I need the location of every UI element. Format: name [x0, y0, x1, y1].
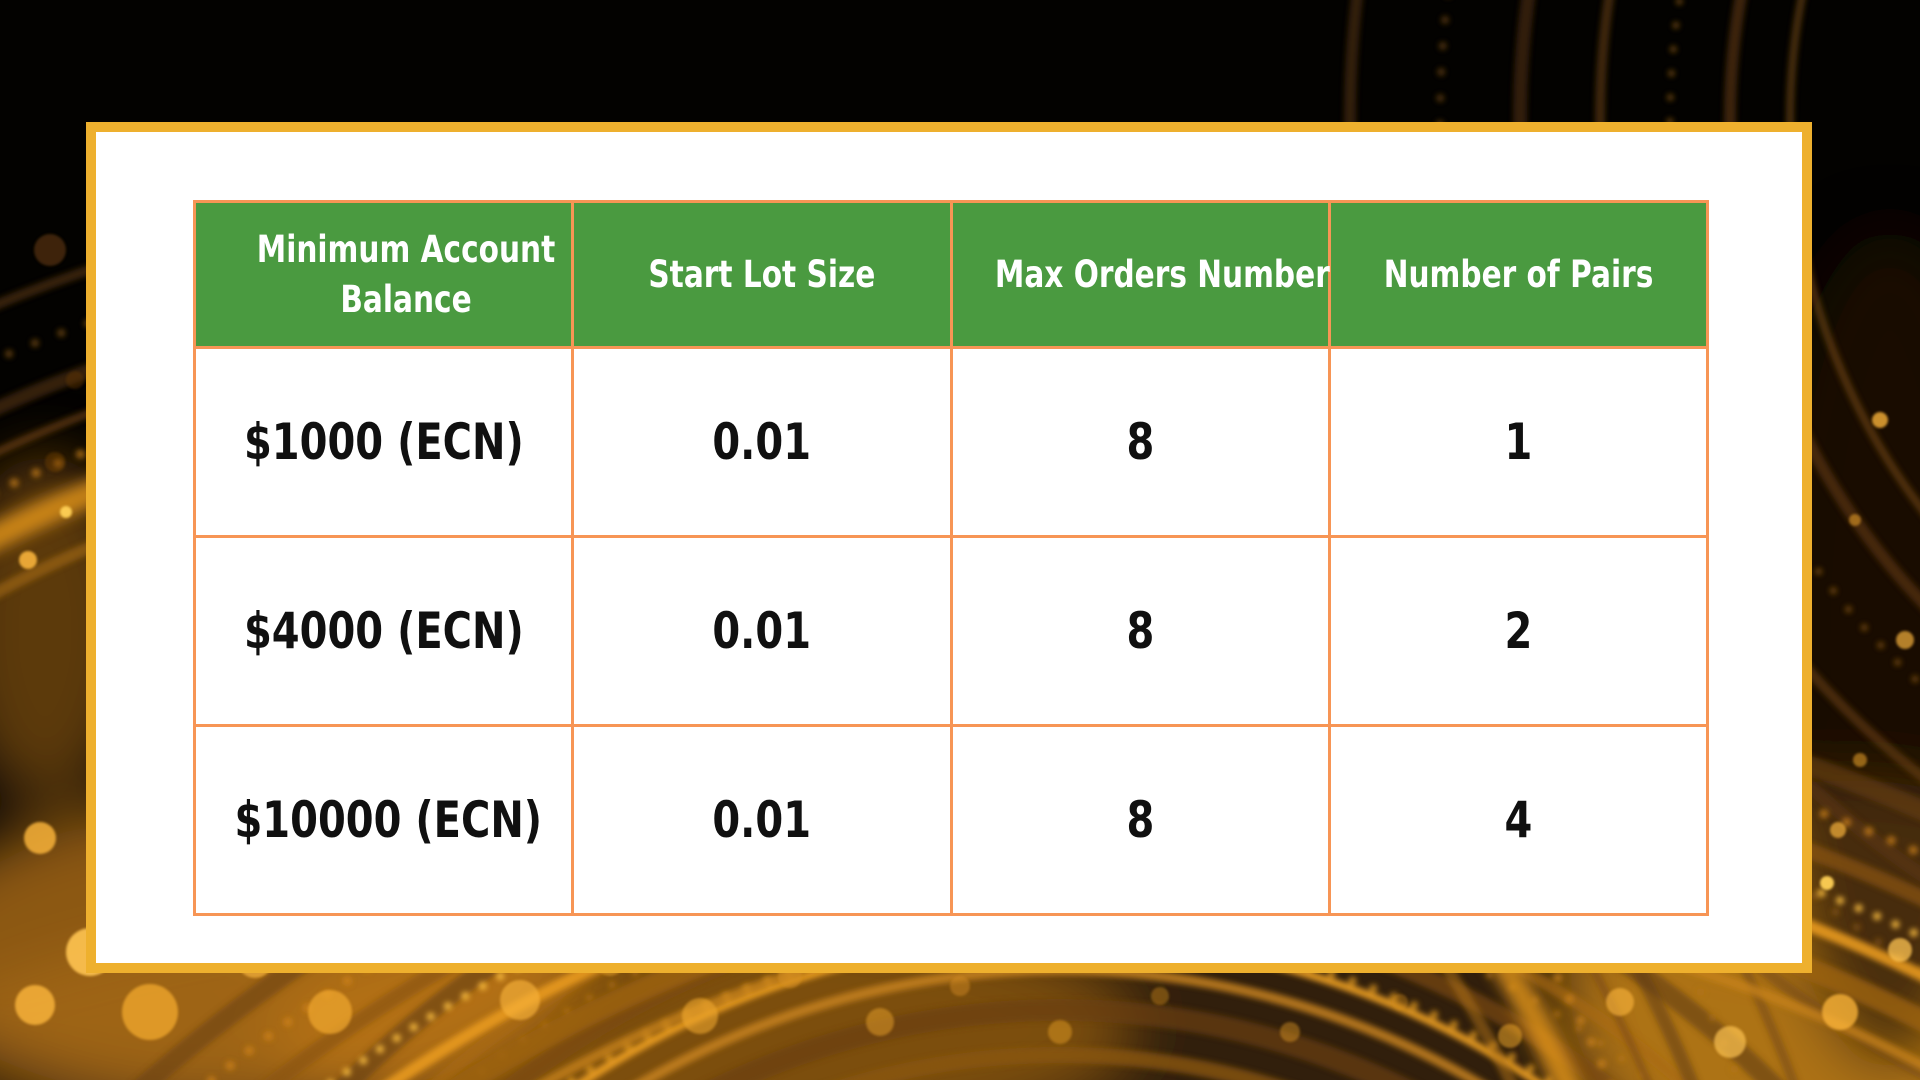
- cell-balance: $10000 (ECN): [192, 724, 575, 916]
- cell-lot-size: 0.01: [571, 346, 953, 538]
- header-cell-start-lot-size: Start Lot Size: [571, 200, 953, 349]
- header-cell-number-of-pairs: Number of Pairs: [1327, 200, 1710, 349]
- cell-value: 1: [1504, 413, 1533, 471]
- cell-pairs: 2: [1327, 535, 1710, 727]
- header-cell-max-orders-number: Max Orders Number: [949, 200, 1331, 349]
- cell-balance: $1000 (ECN): [192, 346, 575, 538]
- cell-max-orders: 8: [949, 535, 1331, 727]
- account-tiers-table: Minimum Account Balance Start Lot Size M…: [192, 200, 1710, 916]
- table-header-row: Minimum Account Balance Start Lot Size M…: [192, 200, 1710, 349]
- table-row: $10000 (ECN) 0.01 8 4: [192, 724, 1710, 916]
- cell-value: 0.01: [712, 791, 812, 849]
- cell-value: 8: [1126, 413, 1155, 471]
- cell-value: 0.01: [712, 602, 812, 660]
- header-label: Number of Pairs: [1383, 252, 1654, 296]
- right-side-arcs: [1344, 0, 1920, 1079]
- cell-pairs: 4: [1327, 724, 1710, 916]
- cell-value: $10000 (ECN): [234, 791, 543, 849]
- table-card: Minimum Account Balance Start Lot Size M…: [86, 122, 1812, 973]
- cell-pairs: 1: [1327, 346, 1710, 538]
- cell-balance: $4000 (ECN): [192, 535, 575, 727]
- cell-max-orders: 8: [949, 346, 1331, 538]
- cell-lot-size: 0.01: [571, 724, 953, 916]
- header-label: Start Lot Size: [648, 252, 876, 296]
- cell-value: 2: [1504, 602, 1533, 660]
- cell-value: 8: [1126, 602, 1155, 660]
- header-label: Minimum Account Balance: [256, 227, 556, 321]
- table-row: $4000 (ECN) 0.01 8 2: [192, 535, 1710, 727]
- cell-value: 8: [1126, 791, 1155, 849]
- cell-value: 4: [1504, 791, 1533, 849]
- table-row: $1000 (ECN) 0.01 8 1: [192, 346, 1710, 538]
- header-label: Max Orders Number: [994, 252, 1330, 296]
- header-cell-minimum-account-balance: Minimum Account Balance: [192, 200, 575, 349]
- cell-max-orders: 8: [949, 724, 1331, 916]
- cell-value: $4000 (ECN): [243, 602, 524, 660]
- cell-value: 0.01: [712, 413, 812, 471]
- cell-value: $1000 (ECN): [243, 413, 524, 471]
- cell-lot-size: 0.01: [571, 535, 953, 727]
